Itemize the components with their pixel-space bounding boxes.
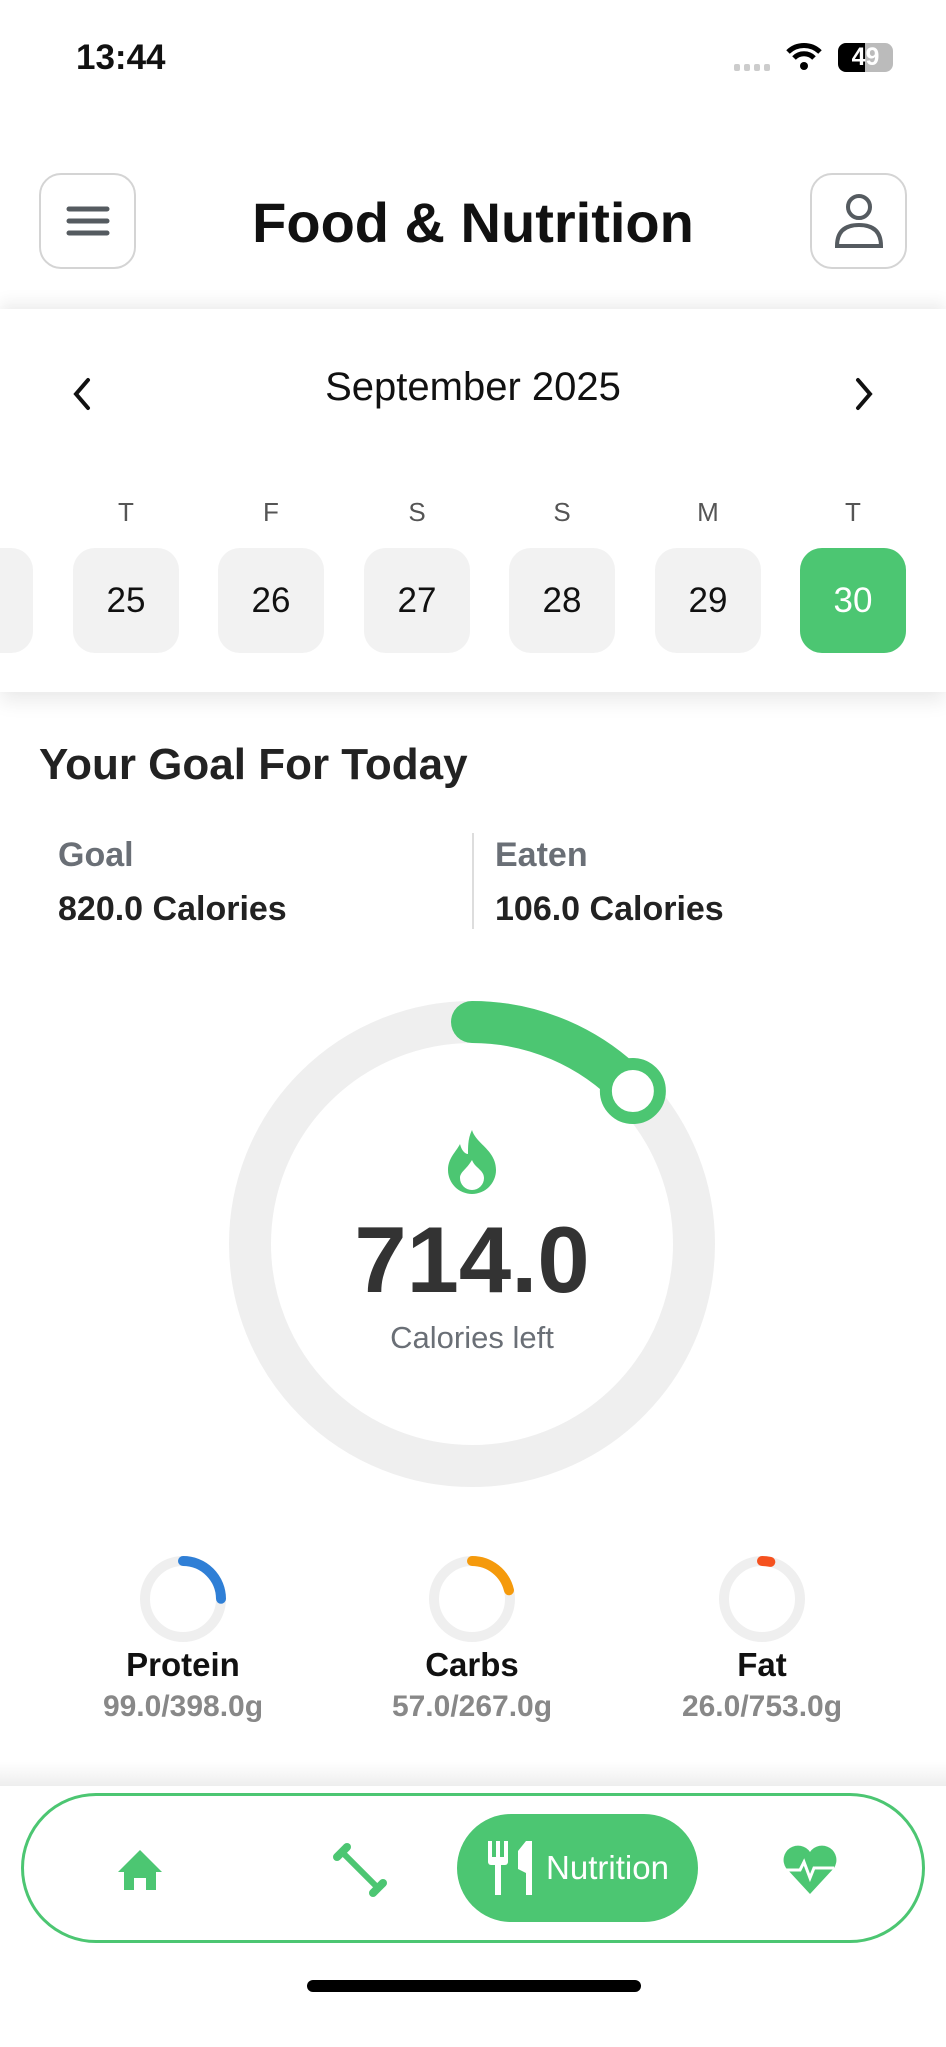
calorie-ring (229, 1001, 715, 1487)
weekday-label: F (263, 497, 279, 527)
nav-health[interactable] (780, 1840, 840, 1900)
nav-shadow (0, 1762, 946, 1786)
protein-ring (140, 1556, 226, 1642)
battery-level: 49 (851, 43, 880, 71)
weekday-label: T (118, 497, 134, 527)
prev-month-button[interactable] (68, 374, 96, 414)
macro-value: 26.0/753.0g (681, 1690, 843, 1723)
goal-label: Goal (58, 836, 134, 874)
calories-left-label: Calories left (390, 1320, 554, 1355)
wifi-icon (786, 43, 822, 70)
carbs-ring (429, 1556, 515, 1642)
nav-nutrition[interactable]: Nutrition (457, 1814, 698, 1922)
weekday-label: S (553, 497, 571, 527)
day-26[interactable]: 26 (218, 548, 324, 653)
status-time: 13:44 (76, 38, 166, 77)
flame-icon (448, 1130, 496, 1194)
nav-workout[interactable] (330, 1840, 390, 1900)
eaten-value: 106.0 Calories (495, 890, 724, 928)
calories-left-value: 714.0 (354, 1207, 590, 1312)
macro-ring-progress (757, 1556, 776, 1567)
eaten-label: Eaten (495, 836, 588, 874)
fat-ring (719, 1556, 805, 1642)
macro-name: Fat (737, 1646, 787, 1683)
page-title: Food & Nutrition (252, 191, 694, 254)
user-icon (834, 194, 883, 248)
macro-ring-progress (467, 1556, 514, 1596)
signal-icon (734, 64, 770, 71)
macro-ring-progress (178, 1556, 226, 1604)
day-27[interactable]: 27 (364, 548, 470, 653)
heart-pulse-icon (783, 1845, 837, 1894)
macro-value: 57.0/267.0g (391, 1690, 553, 1723)
nav-home[interactable] (110, 1840, 170, 1900)
day-28[interactable]: 28 (509, 548, 615, 653)
home-indicator (307, 1980, 641, 1992)
day-30[interactable]: 30 (800, 548, 906, 653)
day-24[interactable] (0, 548, 33, 653)
home-icon (118, 1850, 162, 1890)
macro-ring-track (719, 1556, 805, 1642)
divider (472, 833, 474, 929)
nav-nutrition-label: Nutrition (546, 1849, 669, 1886)
next-month-button[interactable] (850, 374, 878, 414)
goal-value: 820.0 Calories (58, 890, 287, 928)
ring-knob (599, 1058, 666, 1125)
fork-knife-icon (488, 1841, 533, 1895)
day-29[interactable]: 29 (655, 548, 761, 653)
weekday-label: M (697, 497, 719, 527)
profile-button[interactable] (810, 173, 907, 269)
day-25[interactable]: 25 (73, 548, 179, 653)
goal-heading: Your Goal For Today (39, 740, 468, 789)
battery-icon: 49 (838, 43, 893, 72)
weekday-label: S (408, 497, 426, 527)
weekday-label: T (845, 497, 861, 527)
macro-name: Protein (126, 1646, 240, 1683)
month-label: September 2025 (325, 365, 621, 409)
macro-value: 99.0/398.0g (102, 1690, 264, 1723)
hamburger-icon (66, 206, 109, 236)
dumbbell-icon (333, 1843, 387, 1897)
menu-button[interactable] (39, 173, 136, 269)
macro-name: Carbs (425, 1646, 519, 1683)
